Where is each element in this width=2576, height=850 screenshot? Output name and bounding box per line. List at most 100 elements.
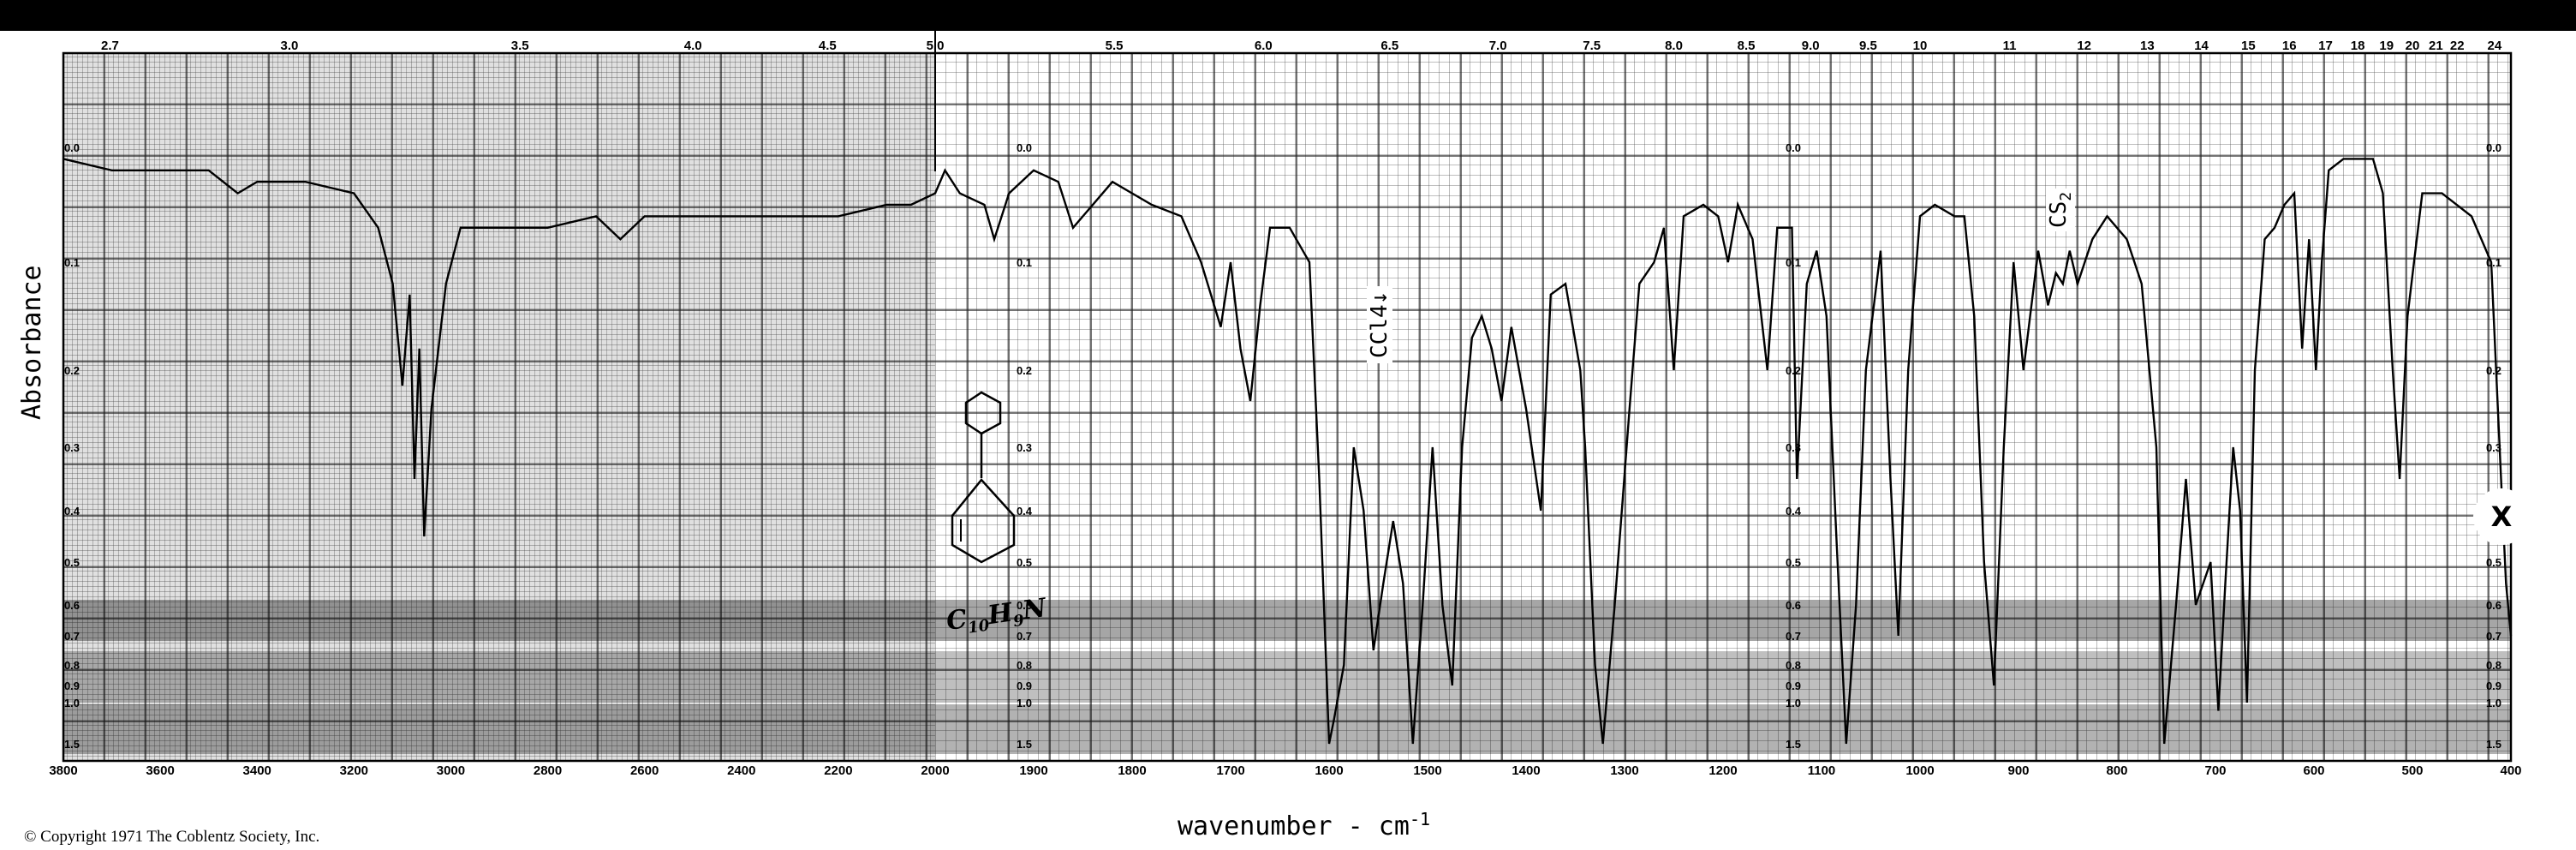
absorbance-tick-label: 0.0 [1017,141,1032,154]
absorbance-tick-label: 0.0 [2486,141,2501,154]
annotation-cs2: CS2 [2046,188,2076,231]
absorbance-tick-label: 0.6 [64,599,80,612]
top-tick-label: 10 [1913,39,1928,53]
top-tick-label: 19 [2379,39,2394,53]
absorbance-tick-label: 0.6 [1786,599,1801,612]
top-tick-label: 24 [2487,39,2501,53]
annotation-ccl4-text: CCl4 [1367,304,1392,358]
absorbance-tick-label: 0.0 [1786,141,1801,154]
bottom-tick-label: 1400 [1512,763,1540,778]
bottom-tick-label: 3400 [243,763,271,778]
top-border [0,0,2576,31]
absorbance-tick-label: 0.8 [1017,659,1032,672]
top-tick-label: 18 [2351,39,2365,53]
bottom-tick-label: 800 [2106,763,2127,778]
absorbance-tick-label: 0.4 [1017,505,1033,518]
absorbance-tick-label: 0.3 [1017,441,1032,454]
absorbance-tick-label: 0.7 [1017,630,1032,643]
absorbance-tick-label: 1.5 [1017,738,1032,751]
top-tick-label: 20 [2406,39,2420,53]
bottom-tick-label: 3200 [340,763,368,778]
top-tick-label: 21 [2429,39,2443,53]
top-tick-label: 4.5 [819,39,837,53]
formula-h: H [986,597,1015,632]
bottom-tick-label: 1300 [1610,763,1638,778]
bottom-tick-label: 3000 [437,763,465,778]
absorbance-tick-label: 0.6 [2486,599,2501,612]
x-axis-label-exponent: -1 [1409,809,1431,829]
bottom-tick-label: 500 [2401,763,2423,778]
top-tick-label: 13 [2140,39,2155,53]
absorbance-tick-label: 0.7 [1786,630,1801,643]
bottom-tick-label: 1100 [1808,763,1836,778]
x-axis-label-text: wavenumber - cm [1178,811,1410,841]
absorbance-tick-label: 0.5 [64,556,80,569]
absorbance-tick-label: 1.0 [2486,697,2501,709]
absorbance-tick-label: 0.7 [64,630,80,643]
absorbance-tick-label: 1.0 [1786,697,1801,709]
annotation-ccl4: CCl4↓ [1367,285,1392,363]
absorbance-tick-label: 0.3 [2486,441,2501,454]
formula-c-count: 10 [967,616,991,638]
absorbance-tick-label: 0.4 [1786,505,1802,518]
axis-ticks: 3800 3600 3400 3200 3000 2800 2600 2400 2200 2000… [49,39,2521,778]
absorbance-tick-label: 0.5 [2486,556,2501,569]
top-tick-label: 8.5 [1738,39,1756,53]
bottom-tick-label: 1600 [1315,763,1343,778]
absorbance-tick-label: 0.5 [1786,556,1801,569]
absorbance-tick-label: 0.2 [2486,364,2501,377]
absorbance-tick-label: 1.0 [64,697,80,709]
top-tick-label: 12 [2077,39,2091,53]
absorbance-tick-label: 1.5 [1786,738,1801,751]
absorbance-tick-label: 1.5 [2486,738,2501,751]
annotation-cs2-sub: 2 [2057,191,2076,201]
top-tick-label: 3.5 [511,39,529,53]
bottom-tick-label: 2200 [824,763,852,778]
top-tick-label: 11 [2003,39,2017,53]
bottom-tick-label: 1900 [1019,763,1047,778]
bottom-tick-label: 1000 [1905,763,1934,778]
x-axis-label: wavenumber - cm-1 [1178,809,1430,841]
bottom-tick-label: 2800 [534,763,562,778]
absorbance-tick-label: 0.2 [64,364,80,377]
absorbance-tick-label: 0.0 [64,141,80,154]
absorbance-tick-label: 0.7 [2486,630,2501,643]
absorbance-tick-label: 0.3 [64,441,80,454]
bottom-tick-label: 700 [2204,763,2226,778]
absorbance-tick-label: 0.4 [64,505,80,518]
absorbance-tick-label: 0.6 [1017,599,1032,612]
formula-n: N [1020,593,1048,626]
bottom-tick-label: 400 [2500,763,2521,778]
absorbance-tick-label: 0.2 [1017,364,1032,377]
top-tick-label: 14 [2194,39,2209,53]
copyright-notice: © Copyright 1971 The Coblentz Society, I… [24,828,320,846]
top-tick-label: 6.5 [1380,39,1398,53]
bottom-tick-label: 3800 [49,763,77,778]
bottom-tick-label: 1800 [1118,763,1146,778]
top-tick-label: 6.0 [1255,39,1273,53]
top-tick-label: 2.7 [101,39,119,53]
absorbance-tick-label: 0.5 [1017,556,1032,569]
absorbance-tick-label: 0.9 [2486,679,2501,692]
top-tick-label: 8.0 [1665,39,1683,53]
corner-x-mark: X [2473,488,2530,545]
absorbance-tick-label: 0.9 [1017,679,1032,692]
bottom-tick-label: 1500 [1413,763,1441,778]
y-axis-label: Absorbance [17,265,47,420]
absorbance-tick-label: 0.1 [64,256,80,269]
bottom-tick-label: 1200 [1708,763,1737,778]
top-tick-label: 15 [2241,39,2256,53]
molecule-structure-sketch [951,391,1016,564]
top-tick-label: 22 [2450,39,2465,53]
annotation-cs2-text: CS [2046,201,2072,228]
absorbance-tick-label: 0.8 [1786,659,1801,672]
top-tick-label: 3.0 [280,39,298,53]
bottom-tick-label: 2400 [727,763,755,778]
spectrum-line [63,158,2513,745]
bottom-tick-label: 2600 [630,763,659,778]
absorbance-tick-label: 0.9 [64,679,80,692]
bottom-tick-label: 600 [2303,763,2324,778]
top-tick-label: 16 [2282,39,2297,53]
top-tick-label: 4.0 [684,39,702,53]
